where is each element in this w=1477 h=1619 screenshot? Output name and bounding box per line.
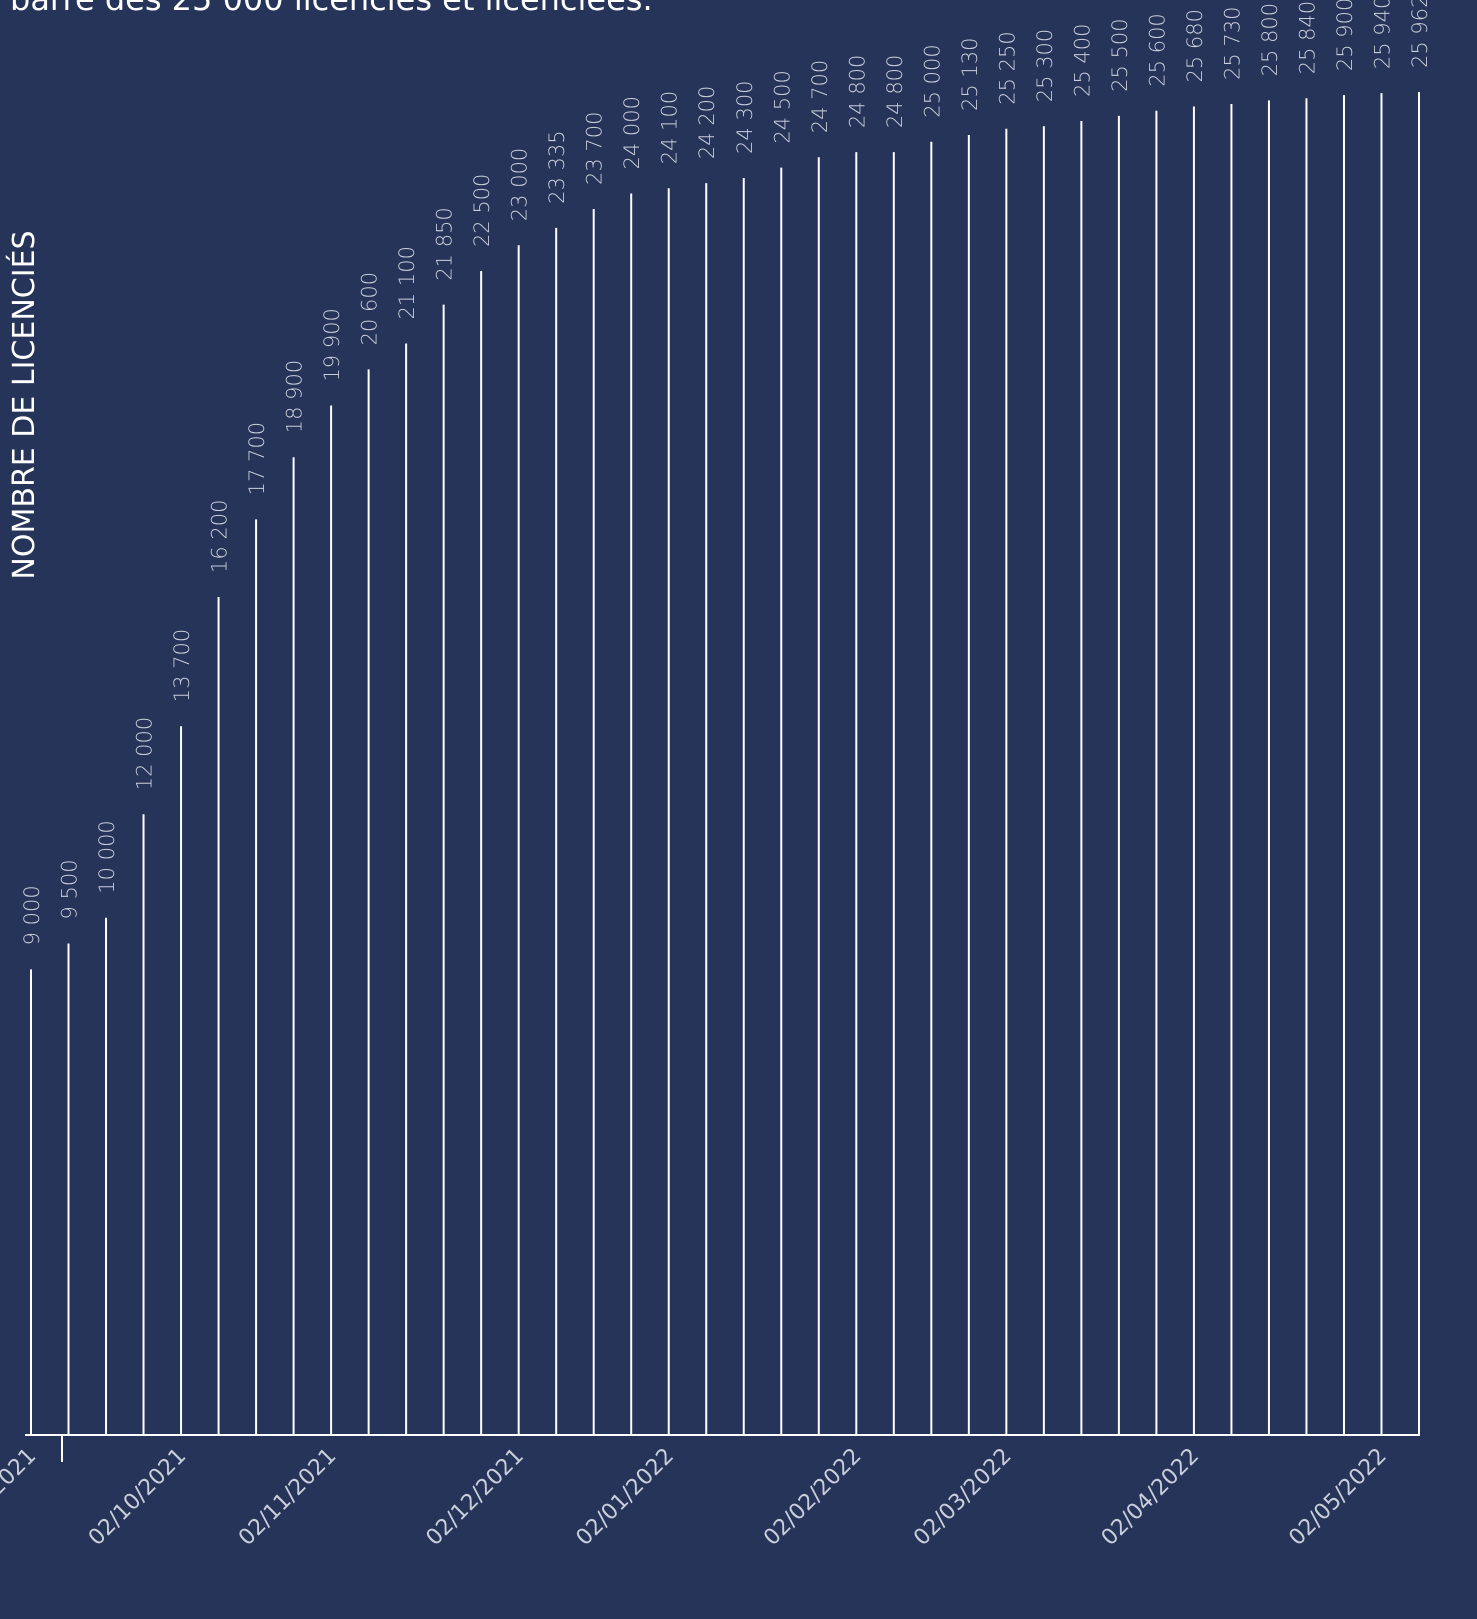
value-label: 23 335 — [545, 130, 569, 203]
value-label: 25 130 — [958, 38, 982, 111]
value-label: 25 840 — [1295, 1, 1319, 74]
value-label: 24 000 — [620, 96, 644, 169]
value-label: 19 900 — [320, 308, 344, 381]
value-label: 25 940 — [1370, 0, 1394, 69]
value-label: 10 000 — [95, 820, 119, 893]
value-label: 25 730 — [1220, 6, 1244, 79]
value-label: 13 700 — [170, 629, 194, 702]
value-label: 9 500 — [58, 859, 82, 919]
value-label: 21 100 — [395, 246, 419, 319]
value-label: 25 800 — [1258, 3, 1282, 76]
value-label: 25 000 — [920, 44, 944, 117]
value-label: 25 962 — [1408, 0, 1432, 68]
value-label: 23 700 — [583, 111, 607, 184]
value-label: 25 680 — [1183, 9, 1207, 82]
value-label: 18 900 — [283, 360, 307, 433]
value-label: 25 300 — [1033, 29, 1057, 102]
chart-subtitle: barre des 25 000 licenciés et licenciées… — [10, 0, 653, 18]
y-axis-label: NOMBRE DE LICENCIÉS — [6, 230, 42, 579]
value-label: 12 000 — [133, 717, 157, 790]
value-label: 24 800 — [883, 55, 907, 128]
value-label: 24 200 — [695, 86, 719, 159]
value-label: 17 700 — [245, 422, 269, 495]
value-label: 21 850 — [433, 207, 457, 280]
value-label: 25 500 — [1108, 18, 1132, 91]
value-label: 24 700 — [808, 60, 832, 133]
value-label: 23 000 — [508, 148, 532, 221]
value-label: 20 600 — [358, 272, 382, 345]
value-label: 25 250 — [995, 31, 1019, 104]
value-label: 24 500 — [770, 70, 794, 143]
value-label: 9 000 — [20, 885, 44, 945]
value-label: 24 300 — [733, 80, 757, 153]
value-label: 22 500 — [470, 174, 494, 247]
value-label: 25 900 — [1333, 0, 1357, 71]
value-label: 24 800 — [845, 55, 869, 128]
value-label: 25 400 — [1070, 24, 1094, 97]
value-label: 25 600 — [1145, 13, 1169, 86]
value-label: 16 200 — [208, 499, 232, 572]
value-label: 24 100 — [658, 91, 682, 164]
